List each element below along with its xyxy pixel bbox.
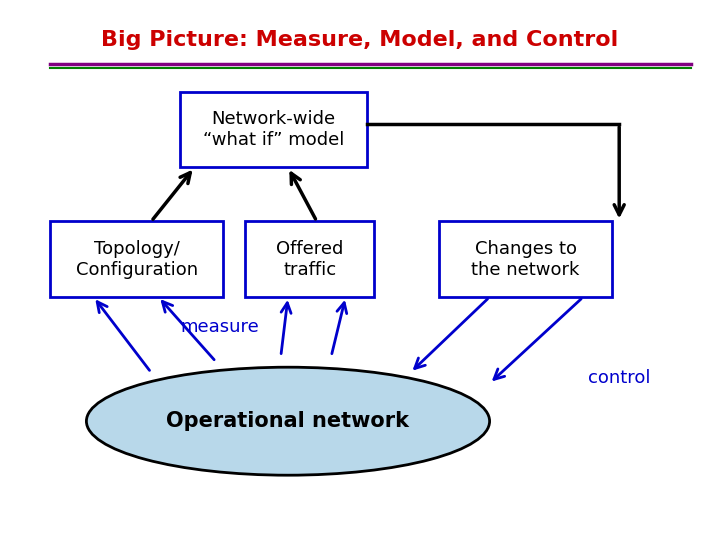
Text: Operational network: Operational network xyxy=(166,411,410,431)
Text: control: control xyxy=(588,369,650,387)
FancyBboxPatch shape xyxy=(439,221,612,297)
Text: Big Picture: Measure, Model, and Control: Big Picture: Measure, Model, and Control xyxy=(102,30,618,51)
FancyBboxPatch shape xyxy=(180,92,367,167)
FancyBboxPatch shape xyxy=(50,221,223,297)
Text: Changes to
the network: Changes to the network xyxy=(472,240,580,279)
Text: Topology/
Configuration: Topology/ Configuration xyxy=(76,240,198,279)
FancyBboxPatch shape xyxy=(245,221,374,297)
Text: Network-wide
“what if” model: Network-wide “what if” model xyxy=(203,110,344,149)
Text: measure: measure xyxy=(180,318,259,336)
Text: Offered
traffic: Offered traffic xyxy=(276,240,343,279)
Ellipse shape xyxy=(86,367,490,475)
